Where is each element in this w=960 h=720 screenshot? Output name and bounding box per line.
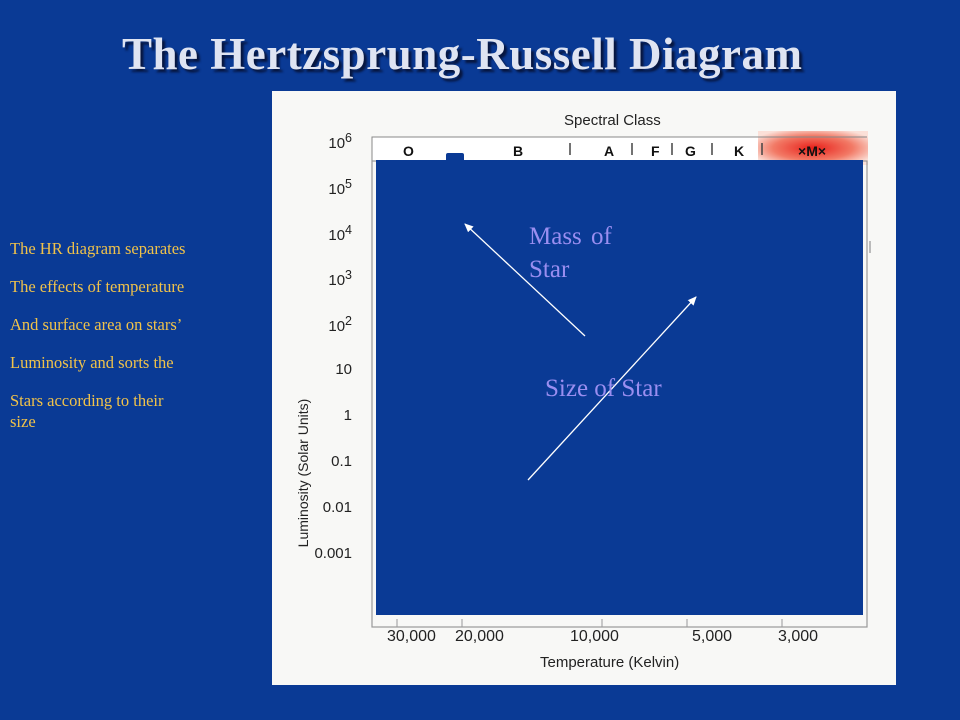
side-text-line-6: size — [10, 412, 36, 431]
x-tick-label: 30,000 — [387, 628, 436, 645]
side-text-line-5: Stars according to their — [10, 391, 164, 410]
y-tick-label: 103 — [328, 268, 352, 289]
x-tick-label: 10,000 — [570, 628, 619, 645]
spectral-class-f: F — [651, 143, 660, 159]
side-text-line-2: The effects of temperature — [10, 277, 185, 296]
size-arrow — [527, 296, 697, 481]
spectral-class-a: A — [604, 143, 615, 159]
size-of-star-label: Size of Star — [545, 375, 662, 402]
y-tick-label: 0.001 — [314, 545, 352, 562]
y-tick-label: 0.01 — [322, 499, 352, 516]
spectral-class-k: K — [734, 143, 745, 159]
mass-of-star-label: Mass of Star — [529, 223, 612, 283]
x-tick-label: 20,000 — [455, 628, 504, 645]
spectral-class-m: ×M× — [798, 143, 827, 159]
y-tick-label: 104 — [328, 223, 352, 244]
spectral-class-b: B — [513, 143, 524, 159]
y-tick-label: 106 — [328, 131, 352, 152]
y-tick-label: 1 — [343, 407, 352, 424]
spectral-class-o: O — [403, 143, 414, 159]
y-tick-label: 102 — [328, 314, 352, 335]
x-tick-label: 3,000 — [778, 628, 819, 645]
mass-arrow — [464, 223, 586, 337]
diagram-cover-overlay — [376, 160, 863, 615]
spectral-class-title: Spectral Class — [564, 112, 661, 129]
side-text-block: The HR diagram separates The effects of … — [10, 238, 265, 449]
y-tick-label: 105 — [328, 177, 352, 198]
side-text-line-1: The HR diagram separates — [10, 239, 186, 258]
side-text-line-3: And surface area on stars’ — [10, 315, 183, 334]
y-tick-label: 0.1 — [331, 453, 352, 470]
spectral-class-g: G — [685, 143, 696, 159]
slide-title: The Hertzsprung-Russell Diagram — [122, 29, 803, 79]
y-tick-label: 10 — [335, 361, 352, 378]
x-tick-label: 5,000 — [692, 628, 733, 645]
overlay-notch — [446, 153, 464, 163]
side-text-line-4: Luminosity and sorts the — [10, 353, 174, 372]
x-axis-title: Temperature (Kelvin) — [540, 654, 680, 671]
